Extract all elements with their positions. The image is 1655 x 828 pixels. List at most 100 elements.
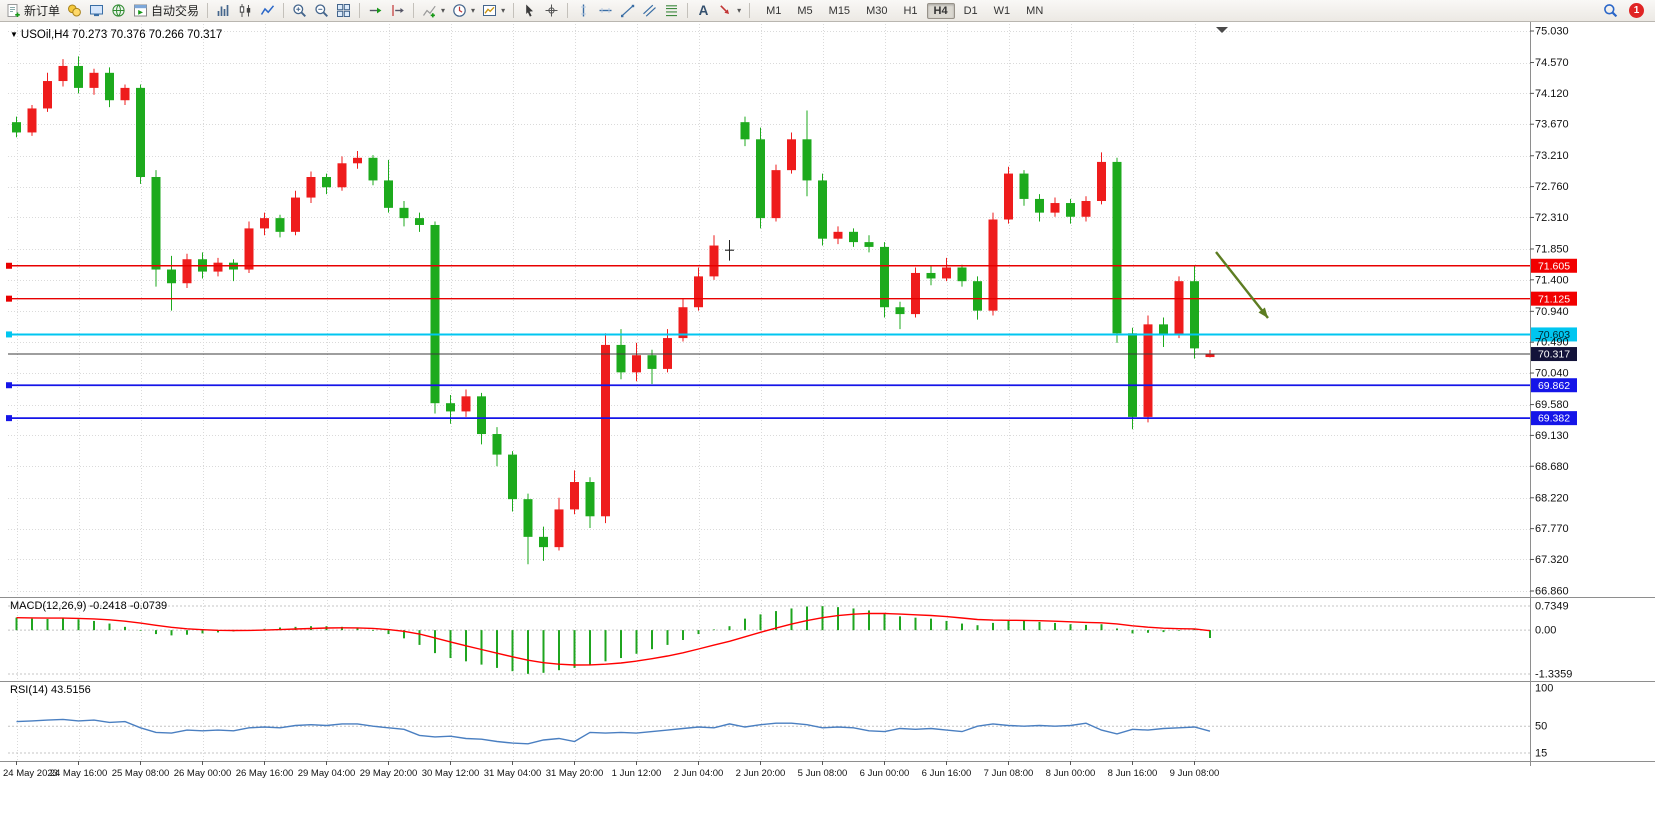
candle xyxy=(353,150,362,169)
fibonacci-button[interactable] xyxy=(661,1,682,20)
candle xyxy=(601,333,610,524)
search-button[interactable] xyxy=(1600,1,1621,20)
candle xyxy=(12,116,21,138)
line-chart-icon xyxy=(260,5,275,15)
candle xyxy=(1097,152,1106,205)
notification-badge[interactable]: 1 xyxy=(1629,3,1644,18)
rsi-scale-label: 100 xyxy=(1535,683,1553,695)
timeframe-M1[interactable]: M1 xyxy=(766,4,782,17)
hline-button[interactable] xyxy=(595,1,616,20)
fibonacci-icon xyxy=(666,5,678,17)
timeframe-H1[interactable]: H1 xyxy=(903,4,918,17)
price-axis-label: 74.570 xyxy=(1535,57,1569,69)
timeframe-D1[interactable]: D1 xyxy=(963,4,978,17)
vline-icon xyxy=(581,4,587,17)
symbol-dropdown-icon[interactable]: ▼ xyxy=(10,30,18,39)
time-axis-label: 24 May 2023 xyxy=(3,768,58,779)
price-axis[interactable]: 75.030 74.570 74.120 73.670 73.210 72.760 72.3… xyxy=(1530,26,1569,598)
crosshair-icon xyxy=(545,4,558,17)
text-button[interactable]: A xyxy=(693,1,714,20)
candlestick-chart-icon xyxy=(239,4,251,17)
timeframe-M15[interactable]: M15 xyxy=(828,4,851,17)
indicators-button[interactable]: ▾ xyxy=(419,1,448,20)
chart-shift-marker[interactable] xyxy=(1216,27,1228,33)
timeframe-MN[interactable]: MN xyxy=(1026,4,1044,17)
toolbar-separator xyxy=(413,3,415,18)
arrows-button[interactable]: ▾ xyxy=(715,1,744,20)
macd-histogram xyxy=(15,606,1211,674)
time-axis-label: 1 Jun 12:00 xyxy=(612,768,662,779)
zoom-out-button[interactable] xyxy=(311,1,332,20)
candle xyxy=(694,267,703,311)
candle xyxy=(864,235,874,253)
macd-signal-line xyxy=(16,612,1211,666)
coins-button[interactable] xyxy=(64,1,85,20)
candle xyxy=(1128,327,1137,430)
timeframe-H4[interactable]: H4 xyxy=(926,2,955,19)
hline-handle[interactable] xyxy=(6,295,12,302)
time-axis-label: 30 May 12:00 xyxy=(422,768,480,779)
zoom-in-button[interactable] xyxy=(289,1,310,20)
new-order-button[interactable]: 新订单 xyxy=(3,1,63,20)
monitor-button[interactable] xyxy=(86,1,107,20)
periods-button[interactable]: ▾ xyxy=(449,1,478,20)
price-axis-label: 73.670 xyxy=(1535,119,1569,131)
bar-chart-button[interactable] xyxy=(213,1,234,20)
svg-text:A: A xyxy=(699,3,709,18)
tile-windows-button[interactable] xyxy=(333,1,354,20)
candle xyxy=(74,56,83,94)
trendline-button[interactable] xyxy=(617,1,638,20)
time-axis-label: 8 Jun 00:00 xyxy=(1046,768,1096,779)
trend-arrow[interactable] xyxy=(1215,251,1269,319)
hline-handle[interactable] xyxy=(6,331,12,338)
candle xyxy=(27,105,37,136)
chart-canvas[interactable]: 71.605 71.125 70.603 70.317 69.862 69.382 75.0… xyxy=(0,22,1655,828)
timeframe-W1[interactable]: W1 xyxy=(993,4,1011,17)
macd-scale-label: 0.7349 xyxy=(1535,601,1569,613)
coins-icon xyxy=(68,4,81,17)
zoom-in-icon xyxy=(293,4,307,17)
price-axis-label: 72.310 xyxy=(1535,212,1569,224)
hline-handle[interactable] xyxy=(6,382,12,389)
macd-scale-label: 0.00 xyxy=(1535,625,1556,637)
autotrading-button[interactable]: 自动交易 xyxy=(130,1,202,20)
grid-lines xyxy=(8,24,1530,761)
crosshair-button[interactable] xyxy=(541,1,562,20)
candle xyxy=(384,159,393,213)
price-badge-text: 70.317 xyxy=(1538,349,1570,361)
line-chart-button[interactable] xyxy=(257,1,278,20)
templates-button[interactable]: ▾ xyxy=(479,1,508,20)
chart-shift-button[interactable] xyxy=(387,1,408,20)
timeframe-M5[interactable]: M5 xyxy=(797,4,813,17)
candle xyxy=(105,67,114,108)
time-axis-label: 31 May 20:00 xyxy=(546,768,604,779)
candle xyxy=(275,214,285,238)
tile-windows-icon xyxy=(337,4,351,17)
candlestick-chart-button[interactable] xyxy=(235,1,256,20)
candle xyxy=(151,170,161,287)
toolbar-separator xyxy=(207,3,209,18)
price-badge xyxy=(1531,258,1577,273)
globe-button[interactable] xyxy=(108,1,129,20)
candle xyxy=(1004,166,1013,224)
candle xyxy=(260,212,269,236)
candle xyxy=(399,200,409,227)
price-axis-label: 66.860 xyxy=(1535,586,1569,598)
hline-handle[interactable] xyxy=(6,415,12,422)
channel-button[interactable] xyxy=(639,1,660,20)
auto-scroll-button[interactable] xyxy=(365,1,386,20)
price-badge-text: 71.125 xyxy=(1538,293,1570,305)
hline-handle[interactable] xyxy=(6,262,12,269)
vline-button[interactable] xyxy=(573,1,594,20)
autotrading-icon xyxy=(134,4,148,17)
dropdown-caret-icon: ▾ xyxy=(501,6,506,15)
rsi-scale-label: 15 xyxy=(1535,748,1547,760)
candle xyxy=(1112,157,1122,343)
arrows-icon xyxy=(720,5,730,14)
cursor-button[interactable] xyxy=(519,1,540,20)
time-axis-label: 26 May 16:00 xyxy=(236,768,294,779)
timeframe-M30[interactable]: M30 xyxy=(866,4,888,17)
candle xyxy=(415,212,424,232)
candle xyxy=(880,242,889,318)
